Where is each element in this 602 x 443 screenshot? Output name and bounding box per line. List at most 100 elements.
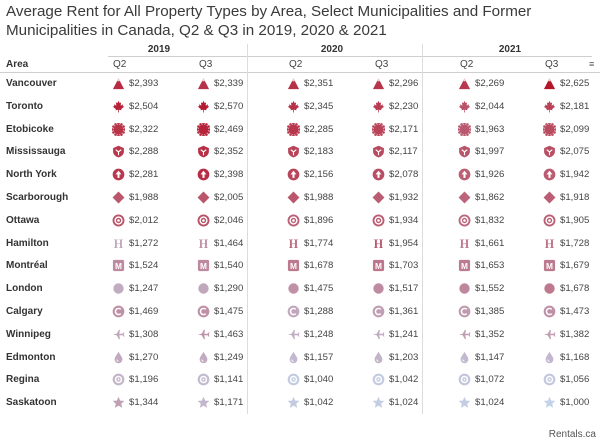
rent-cell-ottawa-3[interactable]: $1,934 <box>372 214 418 227</box>
rent-cell-north-york-5[interactable]: $1,942 <box>543 168 589 181</box>
rent-cell-north-york-0[interactable]: $2,281 <box>112 168 158 181</box>
rent-cell-toronto-3[interactable]: $2,230 <box>372 100 418 113</box>
rent-cell-scarborough-1[interactable]: $2,005 <box>197 191 243 204</box>
rent-cell-winnipeg-5[interactable]: $1,382 <box>543 328 589 341</box>
rent-cell-hamilton-0[interactable]: H $1,272 <box>112 237 159 250</box>
rent-cell-hamilton-1[interactable]: H $1,464 <box>197 237 244 250</box>
rent-cell-scarborough-5[interactable]: $1,918 <box>543 191 589 204</box>
rent-cell-regina-1[interactable]: $1,141 <box>197 373 243 386</box>
rent-value: $1,728 <box>560 237 590 249</box>
rent-cell-edmonton-1[interactable]: $1,249 <box>197 351 243 364</box>
rent-cell-montreal-3[interactable]: M $1,703 <box>372 259 418 272</box>
rent-cell-calgary-0[interactable]: $1,469 <box>112 305 158 318</box>
rent-cell-vancouver-5[interactable]: $2,625 <box>543 77 589 90</box>
rent-cell-montreal-5[interactable]: M $1,679 <box>543 259 589 272</box>
rent-cell-scarborough-3[interactable]: $1,932 <box>372 191 418 204</box>
rent-cell-london-4[interactable]: $1,552 <box>458 282 504 295</box>
rent-cell-mississauga-0[interactable]: $2,288 <box>112 145 158 158</box>
rent-cell-scarborough-4[interactable]: $1,862 <box>458 191 504 204</box>
rent-cell-vancouver-2[interactable]: $2,351 <box>287 77 333 90</box>
rent-cell-vancouver-3[interactable]: $2,296 <box>372 77 418 90</box>
rent-cell-ottawa-1[interactable]: $2,046 <box>197 214 243 227</box>
rent-cell-edmonton-3[interactable]: $1,203 <box>372 351 418 364</box>
rent-cell-toronto-5[interactable]: $2,181 <box>543 100 589 113</box>
rent-cell-ottawa-5[interactable]: $1,905 <box>543 214 589 227</box>
letter-c-circle-icon <box>112 305 125 318</box>
rent-cell-saskatoon-3[interactable]: $1,024 <box>372 396 418 409</box>
sun-icon <box>112 122 125 136</box>
rent-cell-ottawa-4[interactable]: $1,832 <box>458 214 504 227</box>
rent-cell-etobicoke-5[interactable]: $2,099 <box>543 122 589 136</box>
rent-cell-mississauga-1[interactable]: $2,352 <box>197 145 243 158</box>
area-label-calgary: Calgary <box>6 306 43 317</box>
rent-cell-winnipeg-4[interactable]: $1,352 <box>458 328 504 341</box>
rent-cell-north-york-2[interactable]: $2,156 <box>287 168 333 181</box>
rent-cell-winnipeg-2[interactable]: $1,248 <box>287 328 333 341</box>
rent-cell-montreal-0[interactable]: M $1,524 <box>112 259 158 272</box>
rent-cell-edmonton-4[interactable]: $1,147 <box>458 351 504 364</box>
rent-cell-london-3[interactable]: $1,517 <box>372 282 418 295</box>
rent-cell-saskatoon-0[interactable]: $1,344 <box>112 396 158 409</box>
rent-cell-ottawa-2[interactable]: $1,896 <box>287 214 333 227</box>
rent-cell-hamilton-2[interactable]: H $1,774 <box>287 237 334 250</box>
filter-icon[interactable]: ≡ <box>589 59 595 69</box>
rent-cell-edmonton-2[interactable]: $1,157 <box>287 351 333 364</box>
rent-cell-north-york-3[interactable]: $2,078 <box>372 168 418 181</box>
rent-cell-mississauga-4[interactable]: $1,997 <box>458 145 504 158</box>
rent-cell-scarborough-0[interactable]: $1,988 <box>112 191 158 204</box>
rent-cell-toronto-4[interactable]: $2,044 <box>458 100 504 113</box>
rent-cell-hamilton-5[interactable]: H $1,728 <box>543 237 590 250</box>
rent-cell-regina-3[interactable]: $1,042 <box>372 373 418 386</box>
dot-icon <box>543 282 556 295</box>
rent-cell-montreal-1[interactable]: M $1,540 <box>197 259 243 272</box>
rent-cell-vancouver-0[interactable]: $2,393 <box>112 77 158 90</box>
rent-cell-mississauga-3[interactable]: $2,117 <box>372 145 418 158</box>
rent-cell-mississauga-2[interactable]: $2,183 <box>287 145 333 158</box>
rent-cell-london-0[interactable]: $1,247 <box>112 282 158 295</box>
rent-cell-etobicoke-3[interactable]: $2,171 <box>372 122 418 136</box>
rent-cell-toronto-2[interactable]: $2,345 <box>287 100 333 113</box>
rent-cell-calgary-5[interactable]: $1,473 <box>543 305 589 318</box>
rent-cell-edmonton-0[interactable]: $1,270 <box>112 351 158 364</box>
rent-cell-regina-5[interactable]: $1,056 <box>543 373 589 386</box>
rent-cell-scarborough-2[interactable]: $1,988 <box>287 191 333 204</box>
rent-cell-montreal-4[interactable]: M $1,653 <box>458 259 504 272</box>
rent-cell-regina-4[interactable]: $1,072 <box>458 373 504 386</box>
rent-cell-winnipeg-0[interactable]: $1,308 <box>112 328 158 341</box>
rent-cell-london-1[interactable]: $1,290 <box>197 282 243 295</box>
rent-cell-winnipeg-1[interactable]: $1,463 <box>197 328 243 341</box>
rent-cell-calgary-2[interactable]: $1,288 <box>287 305 333 318</box>
rent-cell-winnipeg-3[interactable]: $1,241 <box>372 328 418 341</box>
letter-b-circle-icon <box>543 373 556 386</box>
rent-cell-north-york-4[interactable]: $1,926 <box>458 168 504 181</box>
rent-cell-saskatoon-2[interactable]: $1,042 <box>287 396 333 409</box>
rent-cell-etobicoke-0[interactable]: $2,322 <box>112 122 158 136</box>
rent-cell-london-2[interactable]: $1,475 <box>287 282 333 295</box>
rent-cell-calgary-4[interactable]: $1,385 <box>458 305 504 318</box>
rent-cell-regina-2[interactable]: $1,040 <box>287 373 333 386</box>
rent-cell-hamilton-3[interactable]: H $1,954 <box>372 237 419 250</box>
rent-cell-calgary-3[interactable]: $1,361 <box>372 305 418 318</box>
rent-cell-calgary-1[interactable]: $1,475 <box>197 305 243 318</box>
rent-cell-vancouver-1[interactable]: $2,339 <box>197 77 243 90</box>
rent-cell-regina-0[interactable]: $1,196 <box>112 373 158 386</box>
rent-cell-ottawa-0[interactable]: $2,012 <box>112 214 158 227</box>
rent-cell-etobicoke-2[interactable]: $2,285 <box>287 122 333 136</box>
rent-cell-etobicoke-4[interactable]: $1,963 <box>458 122 504 136</box>
arrow-up-circle-icon <box>112 168 125 181</box>
rent-cell-saskatoon-1[interactable]: $1,171 <box>197 396 243 409</box>
rent-cell-mississauga-5[interactable]: $2,075 <box>543 145 589 158</box>
rent-cell-toronto-1[interactable]: $2,570 <box>197 100 243 113</box>
rent-cell-etobicoke-1[interactable]: $2,469 <box>197 122 244 136</box>
target-icon <box>287 214 300 227</box>
rent-cell-toronto-0[interactable]: $2,504 <box>112 100 158 113</box>
rent-cell-hamilton-4[interactable]: H $1,661 <box>458 237 505 250</box>
rent-cell-edmonton-5[interactable]: $1,168 <box>543 351 589 364</box>
rent-cell-saskatoon-5[interactable]: $1,000 <box>543 396 589 409</box>
rent-cell-vancouver-4[interactable]: $2,269 <box>458 77 504 90</box>
rent-cell-montreal-2[interactable]: M $1,678 <box>287 259 333 272</box>
rent-cell-london-5[interactable]: $1,678 <box>543 282 589 295</box>
rent-value: $2,469 <box>214 123 244 135</box>
rent-cell-saskatoon-4[interactable]: $1,024 <box>458 396 504 409</box>
rent-cell-north-york-1[interactable]: $2,398 <box>197 168 243 181</box>
